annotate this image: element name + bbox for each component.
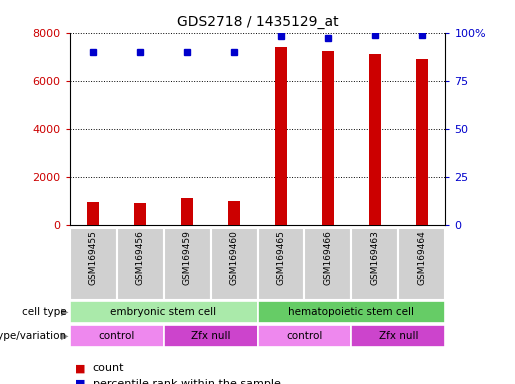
Text: ■: ■ [75,379,85,384]
Text: cell type: cell type [22,307,67,317]
Text: embryonic stem cell: embryonic stem cell [110,307,217,317]
Title: GDS2718 / 1435129_at: GDS2718 / 1435129_at [177,15,338,29]
Bar [164,325,258,347]
Bar [211,228,258,300]
Bar [258,301,445,323]
Bar [258,325,351,347]
Text: ▶: ▶ [61,307,68,317]
Bar [70,228,116,300]
Bar [399,228,445,300]
Text: control: control [286,331,323,341]
Text: ■: ■ [75,363,85,373]
Bar [164,228,211,300]
Text: count: count [93,363,124,373]
Bar [70,301,258,323]
Bar [304,228,352,300]
Bar [416,59,428,225]
Bar [352,325,445,347]
Bar [87,202,99,225]
Text: GSM169465: GSM169465 [277,231,285,285]
Text: GSM169466: GSM169466 [323,231,333,285]
Text: control: control [98,331,135,341]
Text: hematopoietic stem cell: hematopoietic stem cell [288,307,415,317]
Bar [369,54,381,225]
Bar [228,201,240,225]
Bar [322,51,334,225]
Bar [258,228,304,300]
Text: GSM169464: GSM169464 [418,231,426,285]
Text: Zfx null: Zfx null [191,331,230,341]
Bar [352,228,399,300]
Text: genotype/variation: genotype/variation [0,331,67,341]
Text: ▶: ▶ [61,331,68,341]
Bar [181,198,193,225]
Bar [134,203,146,225]
Text: percentile rank within the sample: percentile rank within the sample [93,379,281,384]
Text: GSM169463: GSM169463 [370,231,380,285]
Bar [70,325,164,347]
Text: Zfx null: Zfx null [379,331,418,341]
Text: GSM169459: GSM169459 [182,231,192,285]
Bar [116,228,164,300]
Text: GSM169455: GSM169455 [89,231,97,285]
Bar [275,47,287,225]
Text: GSM169456: GSM169456 [135,231,145,285]
Text: GSM169460: GSM169460 [230,231,238,285]
